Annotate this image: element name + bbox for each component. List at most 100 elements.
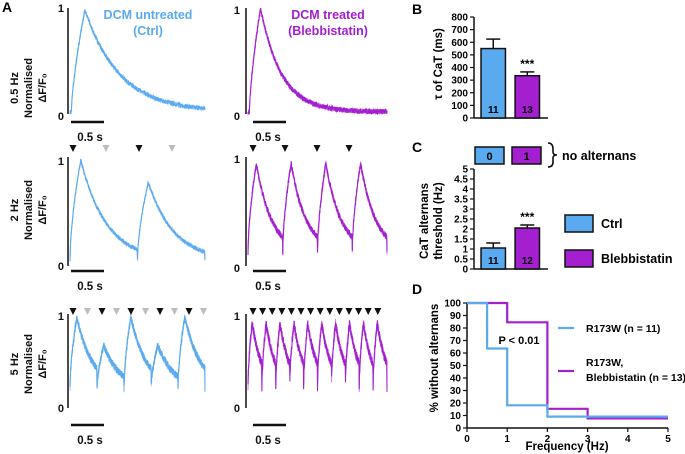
panel-d-xlabel: Frequency (Hz): [525, 441, 608, 453]
panel-d-pvalue: P < 0.01: [498, 335, 539, 347]
column-title-blebbi-line2: (Blebbistatin): [288, 24, 368, 38]
row-dff: ΔF/F₀: [37, 73, 49, 102]
y-tick-label: 50: [450, 361, 462, 372]
stimulus-marker-r3-treated: [249, 308, 257, 315]
a-r2-treated-ytick-0: 0: [234, 263, 240, 275]
x-tick-label: 1: [504, 434, 510, 445]
panel-c-ylabel-line1: CaT alternans: [419, 183, 431, 259]
trace-r3-treated: [247, 320, 388, 392]
y-tick-label: 20: [450, 399, 462, 410]
legend-d-ctrl: R173W (n = 11): [586, 323, 660, 335]
row-freq: 5 Hz: [9, 352, 21, 375]
stimulus-marker-r3-treated: [297, 308, 305, 315]
column-title-ctrl-line2: (Ctrl): [133, 24, 163, 38]
stimulus-marker-r3-ctrl: [185, 308, 193, 315]
y-tick-label: 700: [451, 25, 468, 36]
series-line-ctrl: [467, 301, 668, 418]
bar-ctrl: [480, 47, 507, 119]
scale-label-r2-treated: 0.5 s: [255, 281, 281, 293]
y-tick-label: 80: [450, 324, 462, 335]
y-tick-label: 60: [450, 349, 462, 360]
a-r3-treated-ytick-1: 1: [234, 311, 240, 323]
no-alternans-label: no alternans: [562, 149, 636, 163]
row-label-0-5hz: 0.5 Hz Normalised ΔF/F₀: [9, 58, 49, 118]
panel-label-b: B: [412, 1, 422, 17]
a-r1-treated-ytick-0: 0: [234, 111, 240, 123]
stimulus-marker-r3-treated: [345, 308, 353, 315]
x-tick-label: 4: [625, 434, 631, 445]
stimulus-marker-r3-ctrl: [69, 308, 77, 315]
panel-b-ylabel: τ of CaT (ms): [433, 28, 445, 100]
stimulus-marker-r3-treated: [278, 308, 286, 315]
stimulus-marker-r2-treated: [345, 145, 353, 152]
y-tick-label: 0: [462, 114, 468, 125]
a-r1-ctrl-ytick-0: 0: [58, 111, 64, 123]
stimulus-marker-r3-treated: [316, 308, 324, 315]
y-tick-label: 0: [462, 265, 468, 276]
stimulus-marker-r2-treated: [281, 145, 289, 152]
y-tick-label: 2.5: [454, 215, 468, 226]
a-r3-ctrl-ytick-1: 1: [58, 311, 64, 323]
stimulus-marker-r3-ctrl: [127, 308, 135, 315]
y-tick-label: 100: [444, 299, 461, 310]
y-tick-label: 3: [462, 205, 468, 216]
stimulus-marker-r3-ctrl: [200, 308, 207, 315]
x-tick-label: 2: [545, 434, 551, 445]
panel-label-a: A: [2, 0, 12, 15]
stimulus-marker-r3-treated: [355, 308, 363, 315]
row-norm: Normalised: [23, 58, 35, 118]
stimulus-marker-r3-treated: [364, 308, 372, 315]
stimulus-marker-r3-treated: [259, 308, 267, 315]
y-tick-label: 1: [462, 245, 468, 256]
y-tick-label: 90: [450, 311, 462, 322]
stimulus-marker-r2-treated: [313, 145, 321, 152]
no-alternans-box-blebbi: [511, 146, 542, 165]
y-tick-label: 70: [450, 336, 462, 347]
a-r2-treated-ytick-1: 1: [234, 154, 240, 166]
y-tick-label: 200: [451, 88, 468, 99]
row-dff: ΔF/F₀: [37, 349, 49, 378]
row-label-5hz: 5 Hz Normalised ΔF/F₀: [9, 334, 49, 394]
scale-label-r1-treated: 0.5 s: [255, 132, 281, 144]
legend-d-blebbi-line1: R173W,: [586, 357, 623, 369]
n-label: 12: [522, 256, 534, 267]
stimulus-marker-r3-ctrl: [98, 308, 106, 315]
legend-d-blebbi-line2: Blebbistatin (n = 13): [586, 372, 685, 384]
stimulus-marker-r3-treated: [287, 308, 295, 315]
row-norm: Normalised: [23, 334, 35, 394]
trace-r1-ctrl: [69, 9, 206, 114]
y-tick-label: 600: [451, 38, 468, 49]
bar-blebbistatin: [514, 227, 541, 270]
a-r2-ctrl-ytick-0: 0: [58, 261, 64, 273]
y-tick-label: 5: [462, 165, 468, 176]
trace-r3-ctrl: [69, 313, 206, 393]
a-r3-treated-ytick-0: 0: [234, 403, 240, 415]
scale-label-r1-ctrl: 0.5 s: [77, 132, 103, 144]
y-tick-label: 10: [450, 411, 462, 422]
scale-label-r3-ctrl: 0.5 s: [77, 435, 103, 447]
a-r3-ctrl-ytick-0: 0: [58, 403, 64, 415]
stimulus-marker-r3-ctrl: [84, 308, 91, 315]
stimulus-marker-r3-treated: [268, 308, 276, 315]
a-r1-treated-ytick-1: 1: [234, 5, 240, 17]
y-tick-label: 0.5: [454, 255, 468, 266]
trace-r1-treated: [247, 8, 388, 116]
panel-d-ylabel: % without alternans: [429, 304, 441, 413]
stimulus-marker-r3-treated: [335, 308, 343, 315]
a-r1-ctrl-ytick-1: 1: [58, 3, 64, 15]
y-tick-label: 300: [451, 76, 468, 87]
bar-blebbistatin: [514, 74, 541, 119]
no-alternans-brace: [547, 142, 558, 168]
y-tick-label: 4.5: [454, 175, 468, 186]
column-title-ctrl: DCM untreated (Ctrl): [104, 8, 193, 38]
trace-r2-treated: [247, 161, 388, 255]
stimulus-marker-r3-ctrl: [142, 308, 149, 315]
n-label: 11: [488, 256, 499, 267]
x-tick-label: 3: [585, 434, 591, 445]
y-tick-label: 100: [451, 101, 468, 112]
significance-label: ***: [520, 210, 534, 224]
row-freq: 0.5 Hz: [9, 72, 21, 104]
x-tick-label: 5: [665, 434, 671, 445]
row-norm: Normalised: [23, 180, 35, 240]
